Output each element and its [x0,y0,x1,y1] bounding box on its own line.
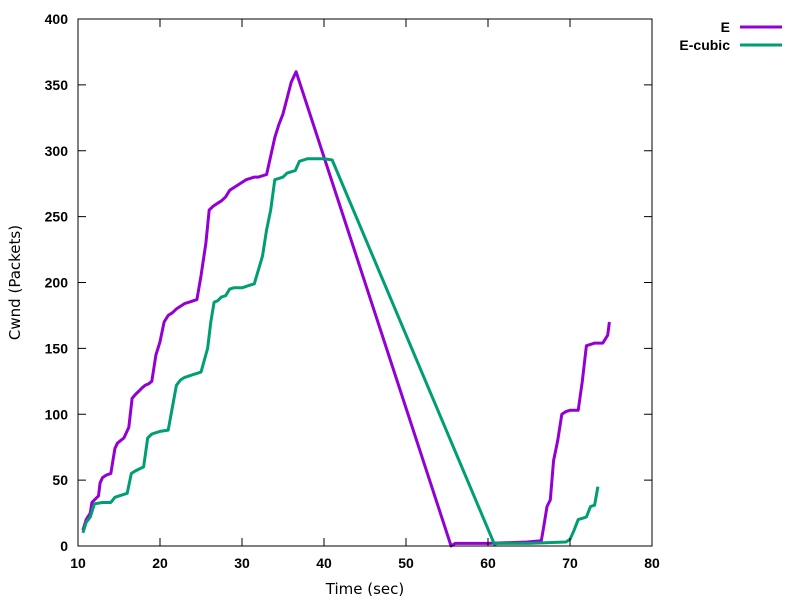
y-tick-label: 350 [45,77,69,93]
y-tick-label: 200 [45,275,69,291]
x-axis-ticks: 10 20 30 40 50 60 70 80 [70,19,660,571]
x-tick-label: 50 [398,555,414,571]
x-tick-label: 60 [480,555,496,571]
y-tick-label: 150 [45,340,69,356]
y-axis-title: Cwnd (Packets) [6,225,24,340]
x-axis-title: Time (sec) [325,580,404,598]
x-tick-label: 40 [316,555,332,571]
legend-label: E-cubic [679,37,730,53]
y-tick-label: 300 [45,143,69,159]
x-tick-label: 80 [644,555,660,571]
series-line-e-cubic [81,157,600,547]
y-tick-label: 400 [45,11,69,27]
y-axis-ticks: 0 50 100 150 200 250 300 350 400 [45,11,652,554]
series-line-e [81,70,611,548]
y-tick-label: 0 [60,538,68,554]
y-tick-label: 250 [45,209,69,225]
x-tick-label: 20 [152,555,168,571]
x-tick-label: 70 [562,555,578,571]
plot-lines [81,70,611,548]
legend-label: E [721,19,730,35]
x-tick-label: 30 [234,555,250,571]
legend: E E-cubic [679,19,782,53]
y-tick-label: 100 [45,406,69,422]
x-tick-label: 10 [70,555,86,571]
y-tick-label: 50 [52,472,68,488]
